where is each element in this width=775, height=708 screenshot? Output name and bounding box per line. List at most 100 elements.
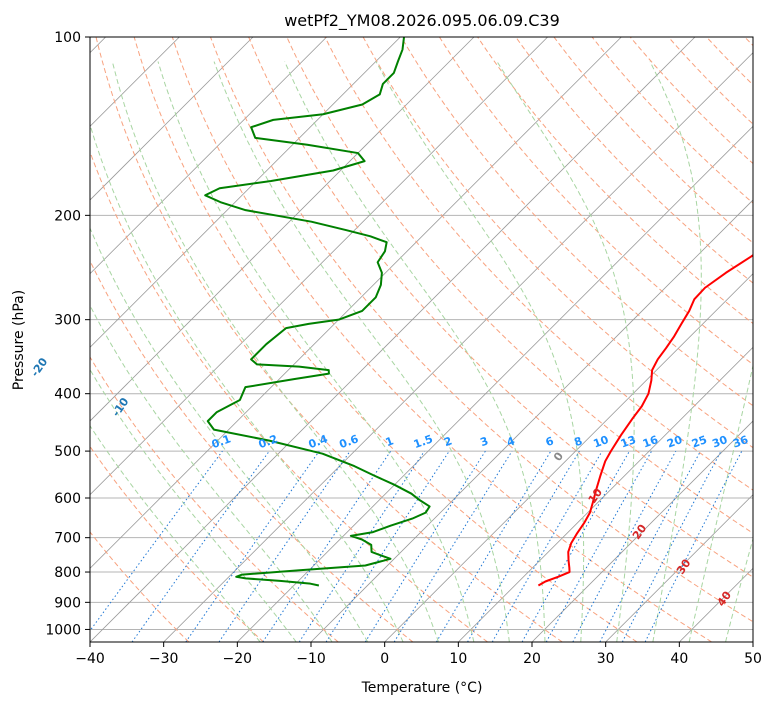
- mixing-ratio-label: 13: [619, 433, 638, 450]
- y-axis: 1000 900 800 700 600 500 400 300 200 100: [45, 30, 90, 638]
- y-tick-label: 400: [54, 387, 81, 403]
- mixing-ratio-line: [218, 450, 351, 642]
- mixing-ratio-line: [364, 450, 486, 642]
- isotherm-line: [384, 273, 753, 642]
- moist-adiabat-line: [688, 363, 753, 642]
- isotherm-line: [163, 52, 753, 642]
- mixing-ratio-label: 6: [544, 434, 556, 449]
- dry-adiabat-line: [171, 37, 712, 642]
- x-tick-label: 30: [597, 651, 615, 667]
- moist-adiabat-line: [375, 61, 585, 642]
- mixing-ratio-line: [393, 450, 513, 642]
- mixing-ratio-line: [572, 450, 677, 642]
- dry-adiabat-line: [286, 37, 753, 534]
- isotherm-line: [90, 37, 475, 422]
- x-tick-label: 10: [449, 651, 467, 667]
- y-tick-label: 200: [54, 208, 81, 224]
- x-tick-label: 20: [523, 651, 541, 667]
- dry-adiabat-line: [133, 37, 638, 642]
- mixing-ratio-line: [185, 450, 320, 642]
- mixing-ratio-line: [325, 450, 450, 642]
- x-tick-label: −20: [223, 651, 253, 667]
- dry-adiabat-label: -20: [28, 355, 50, 379]
- mixing-ratio-label: 0.6: [338, 432, 361, 451]
- x-tick-label: −40: [75, 651, 105, 667]
- y-tick-label: 300: [54, 313, 81, 329]
- moist-adiabat-line: [111, 61, 439, 642]
- dry-adiabat-line: [90, 150, 488, 642]
- mixing-ratio-label: 36: [731, 433, 750, 451]
- mixing-ratio-label: 20: [665, 433, 684, 451]
- mixing-ratio-label: 0.4: [307, 432, 330, 451]
- dry-adiabat-line: [210, 37, 753, 623]
- isotherm-line: [531, 420, 753, 642]
- moist-adiabat-line: [496, 61, 635, 642]
- isotherm-line: [90, 37, 696, 642]
- y-tick-label: 100: [54, 30, 81, 46]
- dry-adiabat-line: [324, 37, 753, 491]
- y-tick-label: 500: [54, 444, 81, 460]
- isotherm-line: [752, 641, 753, 642]
- moist-adiabat-line: [90, 123, 404, 642]
- plot-background: [90, 37, 753, 642]
- profile-lines: [204, 37, 753, 587]
- dry-adiabat-line: [90, 356, 339, 642]
- mixing-ratio-line: [491, 450, 603, 642]
- y-tick-label: 700: [54, 531, 81, 547]
- dry-adiabat-line: [90, 259, 414, 642]
- mixing-ratio-label: 0.1: [210, 432, 233, 451]
- mixing-ratio-label: 4: [505, 434, 517, 449]
- mixing-ratio-line: [90, 450, 223, 632]
- isotherm-line: [237, 125, 753, 642]
- temperature-line: [537, 254, 753, 587]
- y-tick-label: 1000: [45, 622, 81, 638]
- dry-adiabat-line: [439, 37, 753, 366]
- mixing-ratio-line: [131, 450, 270, 642]
- y-tick-label: 900: [54, 595, 81, 611]
- mixing-ratio-label: 30: [710, 433, 729, 451]
- mixing-ratio-line: [545, 450, 653, 642]
- isotherm-line: [458, 346, 753, 642]
- dry-adiabat-line: [95, 37, 563, 642]
- mixing-ratio-line: [467, 450, 580, 642]
- isotherm-line: [605, 494, 753, 642]
- mixing-ratio-label: 1: [384, 434, 396, 449]
- y-axis-label: Pressure (hPa): [11, 290, 27, 390]
- moist-adiabat-line: [213, 61, 510, 642]
- background-lines: [90, 37, 753, 642]
- dry-adiabat-line: [248, 37, 753, 578]
- mixing-ratio-label: 1.5: [412, 432, 435, 451]
- isotherm-line: [90, 37, 548, 496]
- dry-adiabat-line: [477, 37, 753, 325]
- mixing-ratio-line: [435, 450, 552, 642]
- dry-adiabat-line: [591, 37, 753, 204]
- moist-adiabat-line: [649, 61, 702, 642]
- x-tick-label: −30: [149, 651, 179, 667]
- mixing-ratio-label: 0.2: [257, 432, 280, 451]
- isotherm-line: [90, 37, 401, 348]
- x-tick-label: 50: [744, 651, 762, 667]
- dry-adiabat-line: [362, 37, 753, 449]
- isotherm-line: [90, 37, 327, 275]
- y-tick-label: 800: [54, 565, 81, 581]
- dry-adiabat-line: [90, 531, 190, 642]
- mixing-ratio-label: 16: [641, 433, 660, 451]
- mixing-ratio-label: 8: [572, 434, 584, 449]
- x-tick-label: −10: [296, 651, 326, 667]
- mixing-ratio-label: 10: [592, 433, 611, 451]
- x-axis-label: Temperature (°C): [361, 680, 483, 696]
- dewpoint-line: [204, 37, 431, 587]
- mixing-ratio-label: 3: [478, 434, 490, 449]
- isotherm-line: [90, 37, 254, 201]
- mixing-ratio-label: 25: [690, 433, 709, 450]
- x-tick-label: 40: [670, 651, 688, 667]
- dry-adiabat-line: [400, 37, 753, 407]
- isotherm-line: [90, 37, 622, 569]
- y-tick-label: 600: [54, 491, 81, 507]
- mixing-ratio-line: [521, 450, 630, 642]
- moist-adiabat-line: [90, 226, 369, 642]
- moist-adiabat-line: [284, 61, 546, 642]
- plot-frame: [89, 36, 754, 643]
- x-tick-label: 0: [380, 651, 389, 667]
